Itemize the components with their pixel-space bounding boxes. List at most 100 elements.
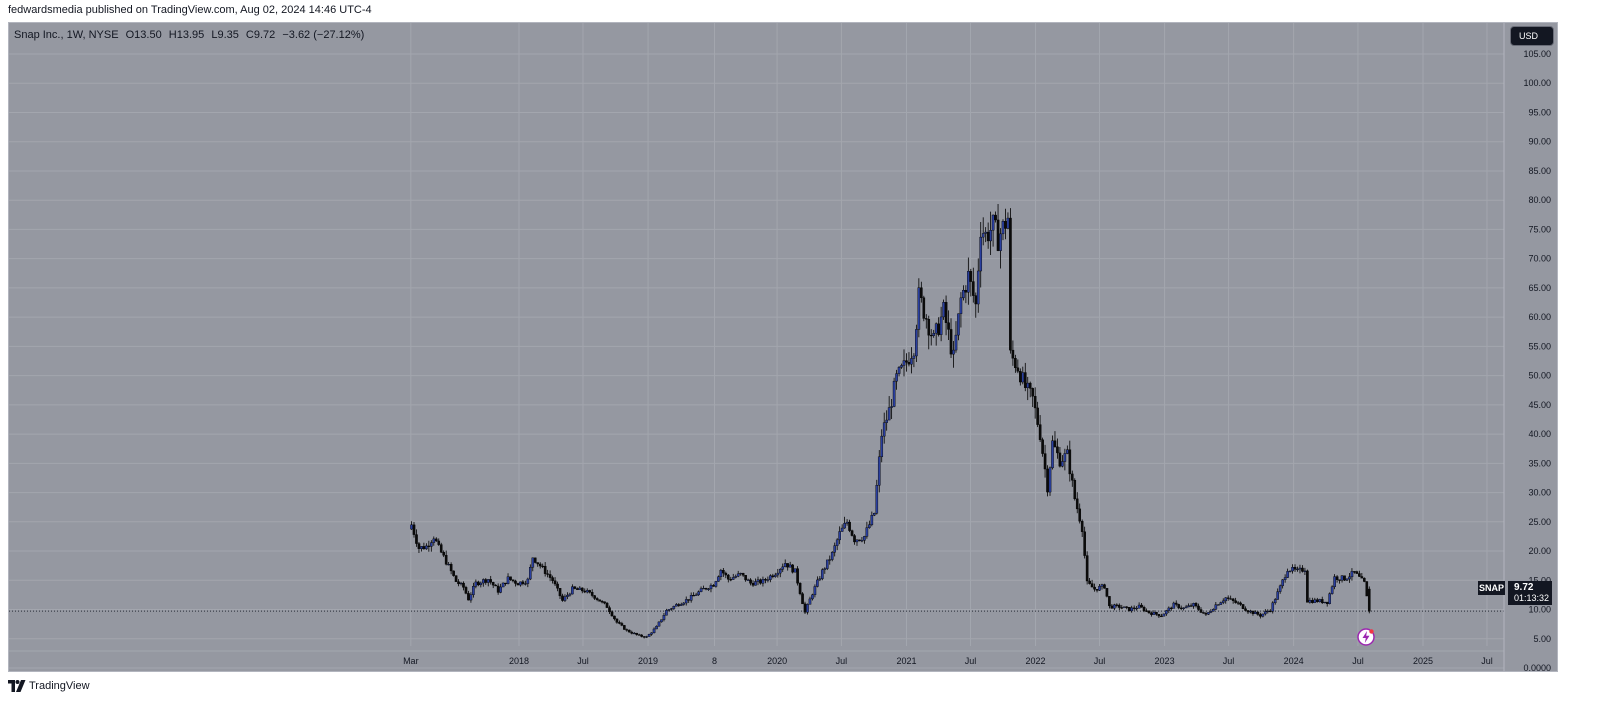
candle xyxy=(984,227,987,243)
candle xyxy=(501,582,505,588)
candle-body xyxy=(605,602,609,608)
candle xyxy=(1075,492,1079,514)
currency-button[interactable]: USD xyxy=(1510,26,1554,46)
candle-body xyxy=(479,582,483,586)
candle xyxy=(1256,611,1260,616)
candle xyxy=(610,610,614,617)
candle-body xyxy=(516,583,520,586)
candle-body xyxy=(907,362,911,365)
candle xyxy=(786,563,789,571)
candle xyxy=(1093,583,1096,592)
candle-body xyxy=(719,570,723,578)
chart-canvas[interactable]: 0.0000 5.00 10.00 15.00 20.00 25.00 30.00 35.00… xyxy=(9,23,1557,671)
candle xyxy=(1229,595,1232,600)
time-axis[interactable]: Mar 2018 Jul 2019 8 2020 Jul 2021 Jul 2022 Jul 2023… xyxy=(9,650,1504,666)
y-tick-label: 30.00 xyxy=(1528,488,1551,498)
candle-body xyxy=(531,557,535,568)
candle-body xyxy=(1011,349,1015,359)
candle xyxy=(551,575,554,584)
candle xyxy=(1108,596,1111,609)
candle-body xyxy=(929,334,933,337)
candle-body xyxy=(786,563,789,568)
candle xyxy=(1145,608,1148,613)
candle-body xyxy=(699,588,703,592)
candle xyxy=(1177,603,1181,610)
candle xyxy=(635,632,639,636)
candle xyxy=(764,577,767,584)
candle xyxy=(1360,572,1364,579)
candle xyxy=(444,550,448,566)
candle xyxy=(971,267,975,303)
lightning-icon[interactable] xyxy=(1357,628,1375,646)
candle xyxy=(873,512,876,517)
candle-body xyxy=(1306,570,1309,603)
candle xyxy=(798,582,802,596)
candle xyxy=(751,580,755,587)
candle xyxy=(632,632,636,635)
candle-body xyxy=(1038,424,1042,440)
candle-body xyxy=(434,538,438,542)
candle xyxy=(1083,526,1086,559)
candle-body xyxy=(697,591,700,596)
candle xyxy=(1058,447,1062,468)
chart-frame[interactable]: 0.0000 5.00 10.00 15.00 20.00 25.00 30.00 35.00… xyxy=(8,22,1558,672)
candle-body xyxy=(1264,611,1267,615)
candle-body xyxy=(647,634,651,637)
candle-body xyxy=(467,593,470,601)
candle-body xyxy=(1103,584,1106,589)
candle-body xyxy=(1229,598,1232,600)
y-tick-label: 0.0000 xyxy=(1523,663,1551,671)
candle xyxy=(741,572,745,577)
candle-body xyxy=(1249,610,1252,613)
candle xyxy=(499,583,502,594)
candle-body xyxy=(1261,613,1265,617)
candle xyxy=(989,211,992,256)
candle xyxy=(640,634,643,638)
price-axis[interactable]: 0.0000 5.00 10.00 15.00 20.00 25.00 30.00 35.00… xyxy=(1503,23,1551,671)
candle xyxy=(1179,605,1183,611)
candle xyxy=(420,545,423,552)
candle xyxy=(811,593,814,601)
candle xyxy=(1043,444,1047,478)
candle xyxy=(613,615,616,621)
candle-body xyxy=(1041,439,1044,454)
y-tick-label: 95.00 xyxy=(1528,107,1551,117)
candle xyxy=(1004,208,1007,240)
candle xyxy=(422,542,426,550)
candle-body xyxy=(744,575,747,581)
candle xyxy=(1036,401,1039,428)
candle xyxy=(496,583,500,595)
candle-body xyxy=(613,615,616,620)
candle-body xyxy=(598,599,601,602)
candle xyxy=(625,628,629,632)
footer: TradingView xyxy=(8,680,90,692)
candle xyxy=(952,340,955,368)
candle-body xyxy=(1217,604,1220,606)
candle-body xyxy=(1259,614,1262,617)
candle-body xyxy=(1241,604,1245,609)
candle-body xyxy=(642,636,646,638)
candle-body xyxy=(994,214,997,221)
candle-body xyxy=(1095,589,1099,591)
candle xyxy=(452,570,455,577)
candle xyxy=(652,627,656,634)
candle xyxy=(788,561,792,568)
candle xyxy=(1118,603,1121,611)
candle xyxy=(1226,595,1230,601)
candle-body xyxy=(672,606,676,609)
candle-body xyxy=(563,596,567,601)
x-tick-label: Jul xyxy=(965,656,977,666)
candle-body xyxy=(590,592,594,596)
tradingview-logo-icon xyxy=(8,680,26,692)
candle-body xyxy=(1058,452,1062,467)
candle-body xyxy=(974,295,978,305)
candle-body xyxy=(962,290,965,299)
candle-body xyxy=(1325,601,1329,604)
candle xyxy=(679,602,683,606)
candle xyxy=(905,353,908,372)
candle xyxy=(1174,600,1178,607)
candle-body xyxy=(1100,584,1104,587)
candle-body xyxy=(1278,585,1282,592)
candle xyxy=(598,599,601,602)
candle xyxy=(1350,568,1354,581)
